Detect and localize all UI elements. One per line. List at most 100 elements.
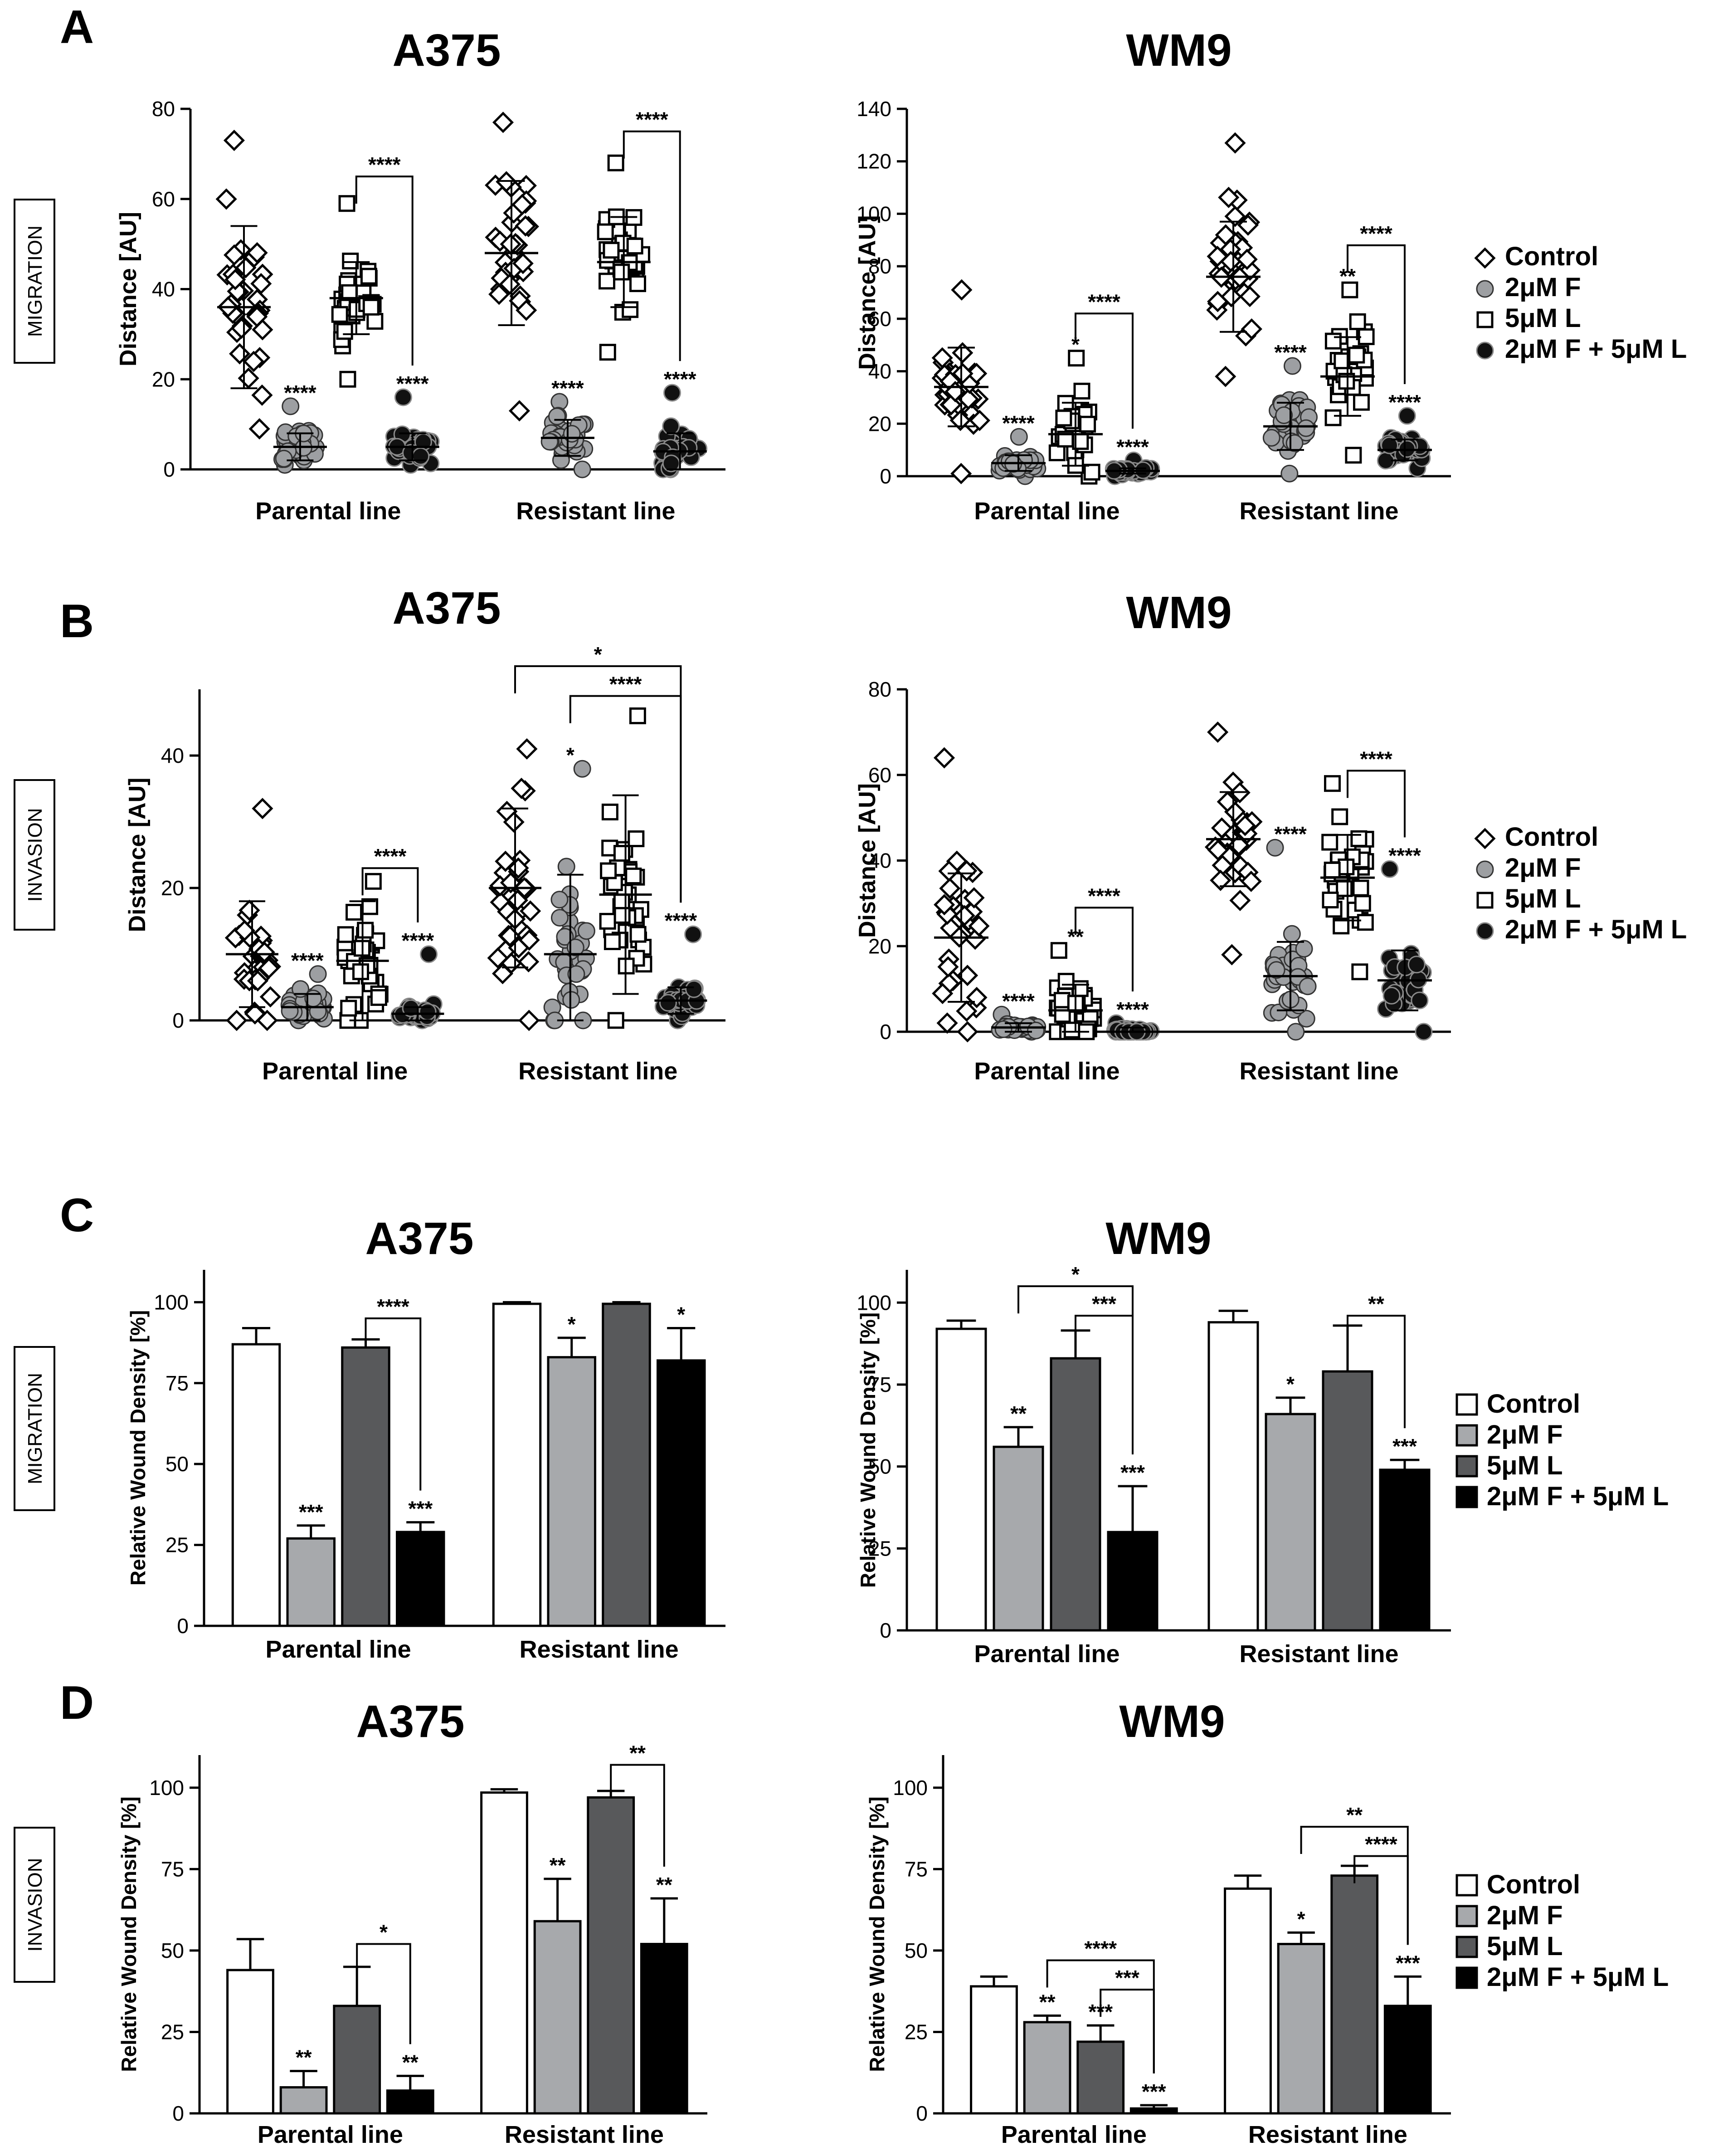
legend-item: 2μM F + 5μM L bbox=[1455, 1482, 1669, 1511]
y-tick-label: 0 bbox=[177, 1614, 189, 1638]
y-tick-label: 0 bbox=[916, 2102, 928, 2125]
legend-marker bbox=[1474, 247, 1496, 269]
side-label-c: MIGRATION bbox=[14, 1346, 55, 1511]
data-point bbox=[938, 860, 960, 882]
significance-label: **** bbox=[284, 381, 316, 405]
y-tick-label: 25 bbox=[165, 1533, 189, 1557]
data-point bbox=[250, 273, 272, 295]
legend-item: 2μM F bbox=[1455, 1420, 1563, 1449]
x-group-label: Resistant line bbox=[516, 498, 675, 525]
chart-d-a375: A375 0 25 50 75 100 Relative Wound Density [%]… bbox=[117, 1696, 707, 2148]
y-tick-label: 60 bbox=[152, 187, 175, 211]
y-tick-label: 100 bbox=[857, 202, 891, 225]
data-point bbox=[234, 920, 255, 941]
x-group-label: Resistant line bbox=[1239, 1640, 1398, 1668]
legend-item: Control bbox=[1455, 1870, 1580, 1899]
legend-swatch bbox=[1455, 1455, 1478, 1478]
legend-label: 2μM F bbox=[1505, 853, 1581, 883]
legend-item: 5μM L bbox=[1455, 1932, 1563, 1961]
data-point bbox=[370, 989, 387, 1006]
data-point bbox=[1027, 1021, 1045, 1039]
data-point bbox=[251, 384, 273, 406]
legend-label: 2μM F + 5μM L bbox=[1505, 334, 1687, 364]
panel-label-b: B bbox=[60, 595, 94, 648]
data-point bbox=[339, 371, 356, 388]
bracket-label: * bbox=[1071, 1263, 1080, 1286]
data-point bbox=[540, 433, 559, 451]
legend-swatch bbox=[1455, 1966, 1478, 1989]
data-point bbox=[1407, 956, 1426, 974]
data-point bbox=[258, 957, 280, 979]
chart-a-wm9: WM9 0 20 40 60 80 100 120 140 Distance [AU] Parent… bbox=[854, 25, 1451, 525]
legend-marker bbox=[1476, 922, 1494, 940]
bar bbox=[1129, 2107, 1178, 2115]
data-point bbox=[626, 238, 643, 255]
data-point bbox=[931, 347, 953, 369]
legend-marker bbox=[1476, 892, 1494, 909]
legend-swatch bbox=[1455, 1393, 1478, 1416]
significance-label: * bbox=[568, 1312, 576, 1336]
significance-label: **** bbox=[291, 949, 324, 972]
panel-label-c: C bbox=[60, 1189, 94, 1242]
data-point bbox=[337, 926, 354, 943]
data-point bbox=[1350, 830, 1368, 847]
data-point bbox=[607, 154, 624, 171]
data-point bbox=[968, 915, 990, 937]
bar bbox=[533, 1920, 582, 2115]
significance-label: ** bbox=[656, 1873, 672, 1897]
bar bbox=[587, 1796, 635, 2115]
x-group-label: Resistant line bbox=[1248, 2121, 1407, 2148]
data-point bbox=[950, 463, 972, 484]
data-point bbox=[357, 922, 374, 939]
significance-label: **** bbox=[1388, 390, 1421, 414]
data-point bbox=[520, 900, 541, 922]
data-point bbox=[1266, 839, 1284, 857]
data-point bbox=[1354, 895, 1371, 912]
data-point bbox=[223, 130, 245, 151]
x-group-label: Resistant line bbox=[1239, 498, 1398, 525]
side-label-b-text: INVASION bbox=[24, 808, 46, 902]
data-point bbox=[1352, 879, 1369, 897]
comparison-bracket bbox=[1347, 770, 1406, 838]
data-point bbox=[338, 195, 355, 212]
legend-marker bbox=[1476, 280, 1494, 298]
y-axis-label: Relative Wound Density [%] bbox=[117, 1796, 141, 2072]
x-group-label: Parental line bbox=[266, 1636, 411, 1663]
bar bbox=[231, 1343, 281, 1627]
data-point bbox=[1324, 861, 1341, 878]
data-point bbox=[557, 858, 575, 876]
data-point bbox=[1338, 858, 1355, 876]
data-point bbox=[1079, 415, 1096, 433]
significance-label: **** bbox=[551, 376, 584, 400]
data-point bbox=[1221, 944, 1243, 966]
significance-label: ** bbox=[550, 1854, 566, 1877]
data-point bbox=[1207, 721, 1229, 743]
comparison-bracket bbox=[361, 867, 419, 922]
data-point bbox=[934, 894, 955, 916]
bracket-label: * bbox=[380, 1921, 388, 1944]
comparison-bracket bbox=[514, 665, 682, 903]
comparison-bracket bbox=[1075, 907, 1134, 992]
data-point bbox=[1285, 434, 1304, 452]
comparison-bracket bbox=[1347, 244, 1406, 384]
significance-label: **** bbox=[402, 929, 434, 952]
comparison-bracket bbox=[356, 1943, 411, 2044]
data-point bbox=[1210, 869, 1231, 891]
panel-label-d: D bbox=[60, 1677, 94, 1729]
significance-label: * bbox=[1297, 1907, 1305, 1931]
x-group-label: Resistant line bbox=[520, 1636, 679, 1663]
x-group-label: Parental line bbox=[974, 1058, 1119, 1085]
significance-label: **** bbox=[1388, 844, 1421, 867]
data-point bbox=[1010, 428, 1028, 446]
data-point bbox=[1322, 892, 1339, 909]
data-point bbox=[599, 344, 616, 361]
chart-title: A375 bbox=[392, 25, 501, 76]
legend-swatch bbox=[1455, 1936, 1478, 1958]
legend-marker bbox=[1476, 860, 1494, 878]
legend-item: 5μM L bbox=[1476, 303, 1581, 333]
y-axis-label: Relative Wound Density [%] bbox=[856, 1312, 880, 1588]
